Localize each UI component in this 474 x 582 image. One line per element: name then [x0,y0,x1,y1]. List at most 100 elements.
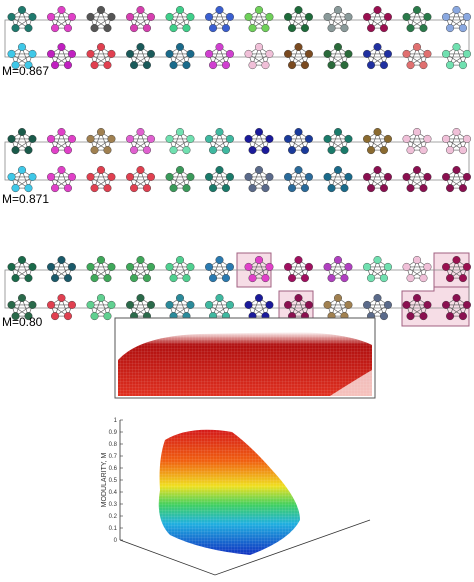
node [221,274,230,283]
node [24,24,33,33]
node [11,312,20,321]
clique [244,294,274,321]
clique [205,127,234,155]
node [103,61,112,70]
clique [244,43,274,70]
node [57,256,66,265]
node [186,49,195,58]
node [175,165,184,174]
node [186,12,195,21]
node [300,274,309,283]
node [136,127,145,136]
node [244,300,253,309]
clique [244,127,274,155]
clique [442,294,471,321]
clique [284,294,313,321]
node [294,127,303,136]
node [86,12,95,21]
node [169,61,178,70]
node [462,300,471,309]
node [248,24,257,33]
clique [86,127,116,155]
modularity-label: M=0.80 [2,315,43,329]
node [334,127,343,136]
clique [165,5,195,33]
node [136,294,145,303]
node [28,262,37,271]
node [57,127,66,136]
node [383,172,392,181]
clique [86,43,116,70]
node [458,184,467,193]
node [18,5,27,14]
node [367,184,376,193]
clique [363,43,392,70]
node [294,43,303,52]
node [130,24,139,33]
node [146,262,155,271]
node [175,256,184,265]
node [363,262,372,271]
node [142,146,151,155]
node [413,256,422,265]
node [11,146,20,155]
highlight-box [401,286,470,327]
node [363,49,372,58]
node [406,61,415,70]
node [28,134,37,143]
node [423,172,432,181]
node [28,49,37,58]
node [406,274,415,283]
node [225,300,234,309]
node [103,312,112,321]
node [402,262,411,271]
node [90,184,99,193]
node [284,262,293,271]
node [363,300,372,309]
node [7,49,16,58]
clique [47,127,76,155]
node [265,262,274,271]
node [284,49,293,58]
clique [165,165,195,193]
node [367,24,376,33]
tick-label: 0.7 [109,454,118,460]
node [182,184,191,193]
node [169,274,178,283]
node [423,12,432,21]
node [7,172,16,181]
node [136,5,145,14]
node [47,172,56,181]
node [18,127,27,136]
clique [442,43,471,70]
node [165,134,174,143]
node [130,61,139,70]
node [142,61,151,70]
tick-label: 0.2 [109,514,118,520]
node [462,262,471,271]
node [51,61,60,70]
node [146,49,155,58]
node [47,49,56,58]
node [373,165,382,174]
clique [126,256,155,283]
node [442,262,451,271]
node [221,146,230,155]
node [373,294,382,303]
node [11,274,20,283]
node [86,262,95,271]
node [63,24,72,33]
node [107,262,116,271]
node [47,12,56,21]
clique [165,127,195,155]
node [265,12,274,21]
node [136,256,145,265]
node [413,43,422,52]
node [446,274,455,283]
tick-label: 0.4 [109,490,118,496]
node [323,172,332,181]
clique [363,256,392,283]
tick-label: 0 [114,538,118,544]
clique [86,256,116,283]
node [334,256,343,265]
